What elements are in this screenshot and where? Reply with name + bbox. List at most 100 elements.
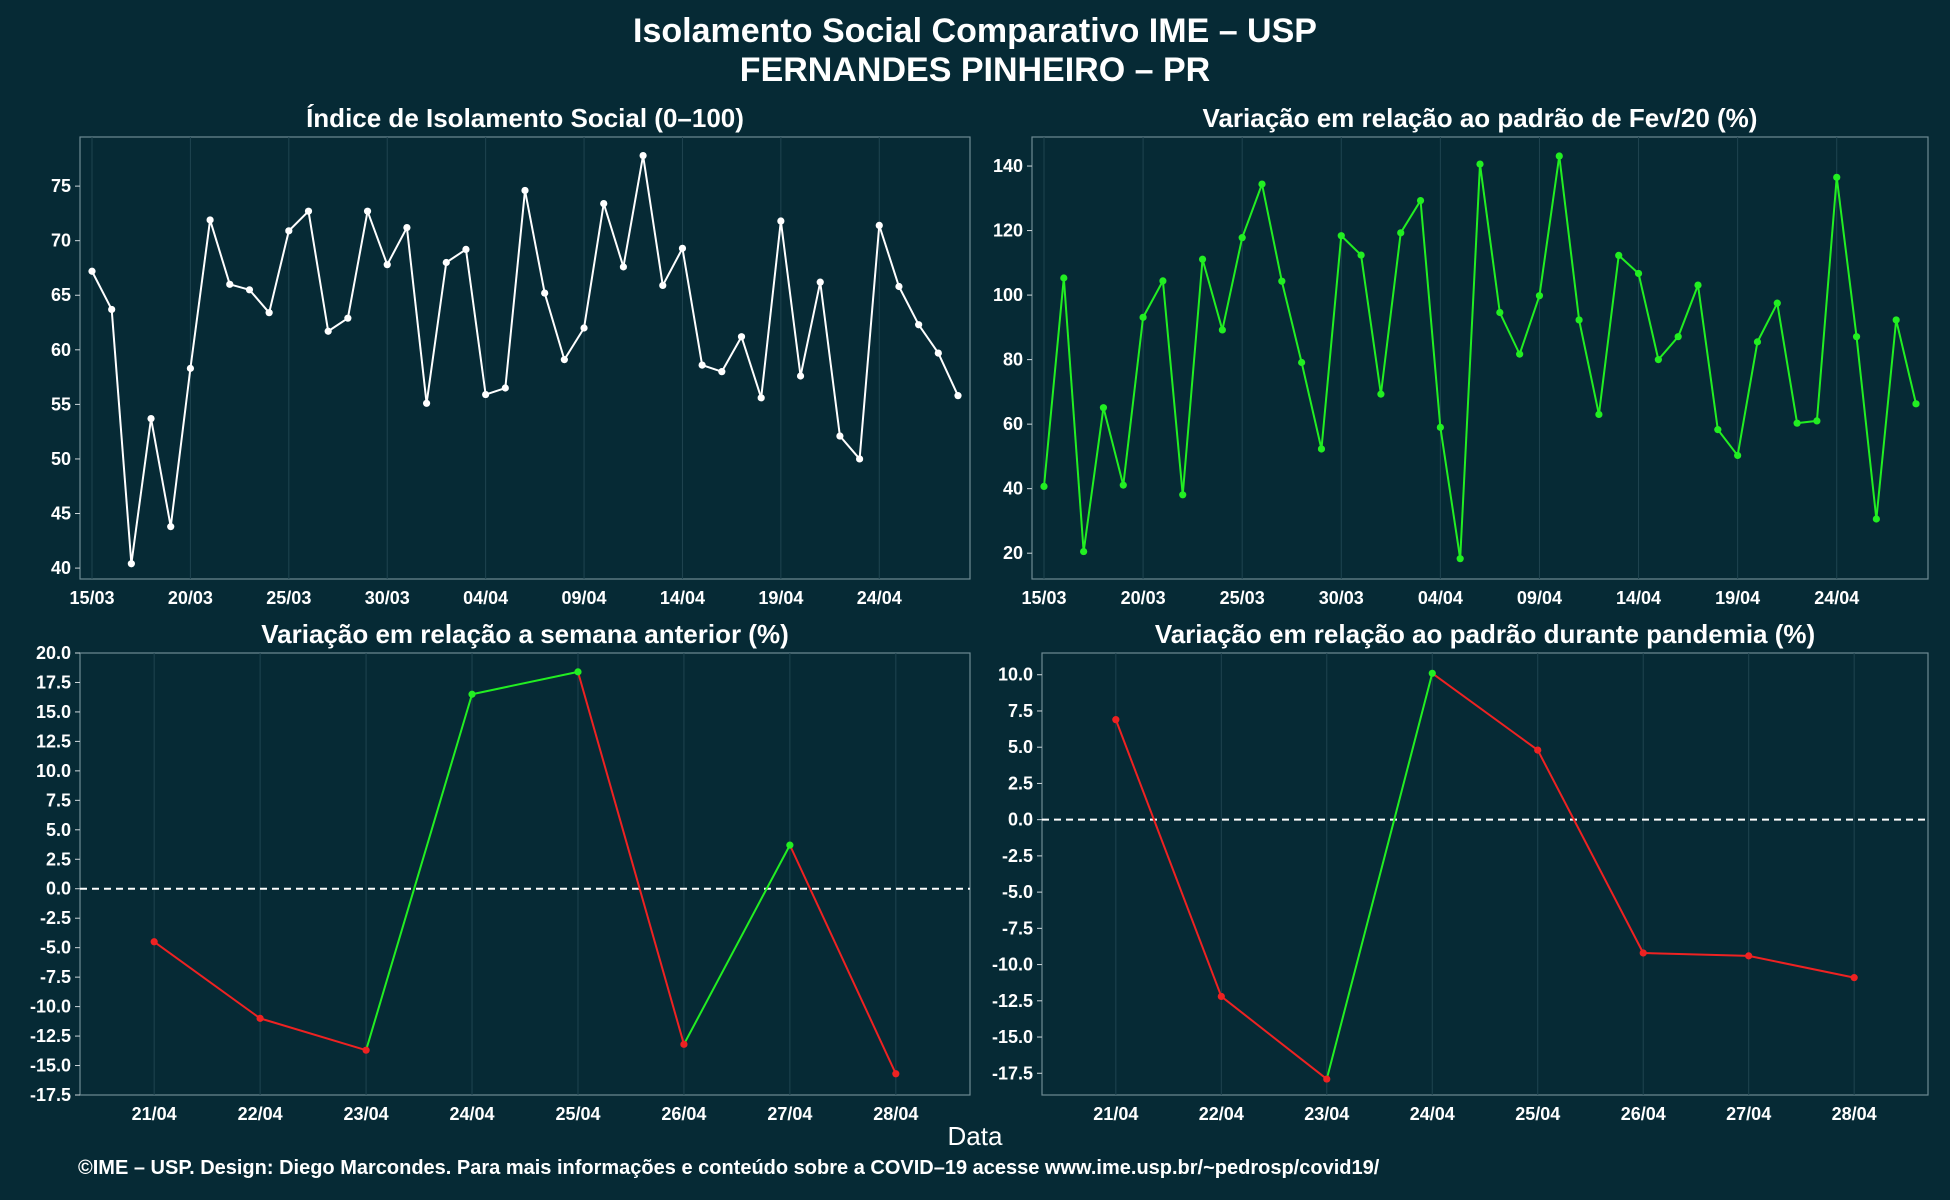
y-tick-label: -15.0 (992, 1027, 1033, 1047)
x-tick-label: 26/04 (661, 1104, 706, 1124)
chart-subtitle: FERNANDES PINHEIRO – PR (739, 51, 1211, 89)
x-tick-label: 20/03 (168, 588, 213, 608)
data-point (954, 392, 962, 400)
data-point (226, 280, 234, 288)
data-point (127, 560, 135, 568)
series-segment (1895, 319, 1917, 405)
data-point (1534, 746, 1542, 754)
data-point (1575, 316, 1583, 324)
series-segment (209, 219, 231, 285)
data-point (1694, 281, 1702, 289)
data-point (1773, 299, 1781, 307)
data-point (934, 349, 942, 357)
y-tick-label: 17.5 (36, 672, 71, 692)
y-tick-label: 45 (51, 504, 71, 524)
x-tick-label: 25/03 (266, 588, 311, 608)
y-tick-label: 15.0 (36, 702, 71, 722)
data-point (501, 384, 509, 392)
series-segment (819, 282, 841, 437)
data-point (1179, 491, 1187, 499)
y-tick-label: 5.0 (1008, 737, 1033, 757)
x-tick-label: 30/03 (365, 588, 410, 608)
data-point (541, 289, 549, 297)
data-point (285, 227, 293, 235)
data-point (737, 333, 746, 341)
series-segment (1597, 255, 1620, 415)
data-point (1456, 555, 1464, 563)
data-point (600, 199, 608, 208)
series-segment (464, 249, 487, 395)
data-point (1099, 404, 1108, 412)
series-segment (110, 309, 133, 564)
series-segment (1815, 177, 1838, 421)
data-point (1317, 445, 1326, 453)
data-point (482, 390, 490, 399)
data-point (1892, 316, 1900, 324)
data-point (88, 267, 96, 275)
series-segment (189, 219, 212, 369)
y-tick-label: 75 (51, 176, 71, 196)
series-segment (1201, 259, 1224, 331)
series-segment (681, 248, 704, 366)
data-point (1159, 277, 1167, 285)
series-segment (1855, 336, 1878, 520)
series-segment (1340, 235, 1362, 256)
series-segment (1062, 277, 1085, 552)
data-point (1238, 234, 1246, 242)
data-point (1323, 1075, 1331, 1083)
series-segment (683, 844, 791, 1045)
series-segment (543, 292, 566, 360)
series-segment (760, 220, 782, 398)
series-segment (169, 368, 192, 527)
series-segment (1142, 280, 1164, 318)
series-segment (1181, 259, 1204, 495)
series-segment (288, 210, 310, 232)
x-tick-label: 24/04 (857, 588, 902, 608)
y-tick-label: -15.0 (30, 1056, 71, 1076)
data-point (1217, 992, 1225, 1001)
data-point (147, 414, 155, 423)
data-point (580, 324, 588, 332)
series-segment (1300, 362, 1323, 450)
y-tick-label: 65 (51, 285, 71, 305)
x-tick-label: 30/03 (1319, 588, 1364, 608)
x-tick-label: 23/04 (1304, 1104, 1349, 1124)
y-tick-label: -2.5 (40, 908, 71, 928)
panel-title: Variação em relação ao padrão durante pa… (1155, 619, 1815, 649)
y-tick-label: 10.0 (36, 761, 71, 781)
series-segment (937, 352, 959, 397)
panel-title: Variação em relação a semana anterior (%… (261, 619, 789, 649)
data-point (1119, 481, 1127, 489)
data-point (786, 841, 794, 849)
series-segment (799, 281, 822, 377)
series-segment (524, 190, 546, 294)
data-point (1753, 338, 1762, 346)
data-point (1654, 356, 1662, 364)
series-segment (1657, 336, 1679, 361)
series-segment (1261, 183, 1283, 282)
x-tick-label: 20/03 (1121, 588, 1166, 608)
panel-variation-pandemic-pattern: Variação em relação ao padrão durante pa… (992, 619, 1929, 1124)
series-segment (1717, 429, 1739, 457)
series-segment (740, 336, 763, 399)
data-point (1833, 173, 1841, 181)
x-tick-label: 22/04 (238, 1104, 283, 1124)
series-segment (583, 203, 605, 329)
y-tick-label: 12.5 (36, 731, 71, 751)
y-tick-label: 2.5 (1008, 773, 1033, 793)
data-point (256, 1014, 264, 1022)
y-tick-label: 120 (993, 221, 1023, 241)
data-point (1745, 952, 1753, 960)
data-point (167, 523, 175, 531)
data-point (1278, 277, 1286, 285)
series-segment (1220, 995, 1328, 1080)
plot-frame (1031, 136, 1929, 580)
x-tick-label: 25/04 (555, 1104, 600, 1124)
x-tick-label: 28/04 (873, 1104, 918, 1124)
x-tick-label: 04/04 (1418, 588, 1463, 608)
data-point (1436, 423, 1444, 431)
series-segment (577, 671, 685, 1045)
data-point (836, 432, 844, 440)
data-point (1872, 515, 1880, 523)
y-tick-label: 7.5 (1008, 701, 1033, 721)
